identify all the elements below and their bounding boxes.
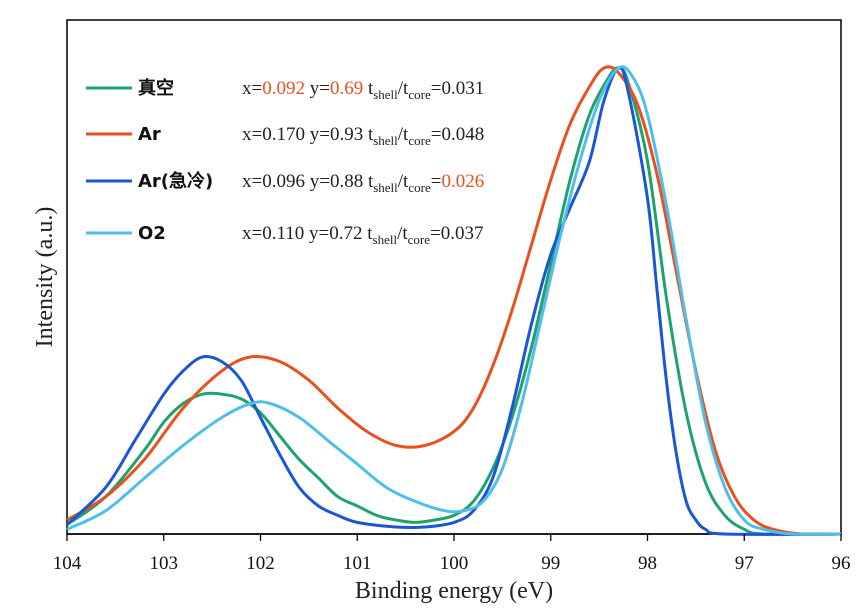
legend-info-2: x=0.170 y=0.93 tshell/tcore=0.048 xyxy=(242,124,484,148)
y-axis-title: Intensity (a.u.) xyxy=(32,207,58,348)
x-tick-label: 97 xyxy=(735,553,754,574)
x-tick-label: 101 xyxy=(343,553,372,574)
legend: 真空 x=0.092 y=0.69 tshell/tcore=0.031 Ar x=0… xyxy=(86,77,484,247)
legend-label-1: 真空 xyxy=(138,77,174,99)
series-line-3 xyxy=(65,66,842,536)
series-line-1 xyxy=(66,66,842,536)
legend-info-4: x=0.110 y=0.72 tshell/tcore=0.037 xyxy=(242,223,483,247)
legend-info-3: x=0.096 y=0.88 tshell/tcore=0.026 xyxy=(242,171,484,195)
legend-label-3: Ar(急冷) xyxy=(138,170,213,192)
legend-label-4: O2 xyxy=(138,223,166,244)
series-line-2 xyxy=(66,65,842,536)
x-tick-label: 102 xyxy=(246,553,275,574)
x-tick-label: 96 xyxy=(832,553,851,574)
x-tick-label: 100 xyxy=(440,553,469,574)
x-axis-title: Binding energy (eV) xyxy=(355,578,553,604)
x-tick-label: 98 xyxy=(638,553,657,574)
x-tick-layer: 104 103 102 101 100 99 98 97 96 xyxy=(53,534,851,574)
series-layer xyxy=(65,65,842,536)
x-tick-label: 104 xyxy=(53,553,82,574)
series-line-4 xyxy=(66,65,842,536)
x-tick-label: 103 xyxy=(150,553,179,574)
legend-label-2: Ar xyxy=(138,124,161,145)
x-tick-label: 99 xyxy=(541,553,560,574)
legend-info-1: x=0.092 y=0.69 tshell/tcore=0.031 xyxy=(242,78,484,102)
